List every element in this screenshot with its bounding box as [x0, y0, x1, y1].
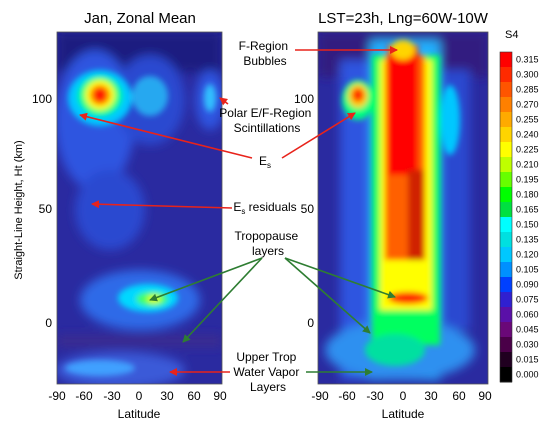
colorbar-tick-label: 0.060 [516, 310, 539, 320]
right-panel-title: LST=23h, Lng=60W-10W [318, 10, 489, 27]
colorbar-swatch [500, 112, 512, 128]
colorbar-tick-label: 0.105 [516, 265, 539, 275]
arrow-es-right [281, 112, 356, 159]
colorbar-swatch [500, 307, 512, 323]
left-x-tick: 60 [187, 389, 201, 403]
colorbar-tick-label: 0.075 [516, 295, 539, 305]
colorbar-tick-label: 0.195 [516, 175, 539, 185]
colorbar-swatch [500, 277, 512, 293]
left-y-ticks: 100 50 0 [32, 92, 52, 330]
colorbar-swatch [500, 322, 512, 338]
arrow-es-residuals [91, 200, 233, 209]
colorbar-tick-label: 0.015 [516, 355, 539, 365]
colorbar-tick-label: 0.285 [516, 85, 539, 95]
colorbar-swatch [500, 187, 512, 203]
colorbar-swatch [500, 292, 512, 308]
right-x-axis-label: Latitude [382, 407, 425, 421]
y-tick-0: 0 [45, 316, 52, 330]
left-panel-title: Jan, Zonal Mean [84, 10, 196, 27]
right-x-tick: -30 [366, 389, 384, 403]
right-x-tick: 30 [424, 389, 438, 403]
colorbar-swatch [500, 142, 512, 158]
left-x-tick: -30 [103, 389, 121, 403]
colorbar-swatch [500, 82, 512, 98]
colorbar-swatch [500, 172, 512, 188]
colorbar-tick-label: 0.210 [516, 160, 539, 170]
left-x-tick: 30 [160, 389, 174, 403]
right-x-tick: 90 [478, 389, 492, 403]
colorbar-swatch [500, 367, 512, 383]
y-tick-100: 100 [32, 92, 52, 106]
right-x-tick: -90 [311, 389, 329, 403]
arrow-tropo-right-lower [284, 257, 371, 334]
colorbar-tick-label: 0.255 [516, 115, 539, 125]
colorbar-tick-label: 0.150 [516, 220, 539, 230]
label-es: Es [259, 154, 271, 170]
colorbar-tick-label: 0.090 [516, 280, 539, 290]
colorbar-tick-label: 0.270 [516, 100, 539, 110]
colorbar-tick-label: 0.120 [516, 250, 539, 260]
colorbar-swatch [500, 67, 512, 83]
left-x-tick: 0 [136, 389, 143, 403]
colorbar-swatch [500, 352, 512, 368]
right-x-tick: 0 [400, 389, 407, 403]
label-tropopause: Tropopause layers [235, 229, 302, 258]
arrow-tropo-left-lower [182, 257, 263, 343]
colorbar-swatch [500, 127, 512, 143]
right-x-tick: 60 [452, 389, 466, 403]
colorbar-swatch [500, 337, 512, 353]
y-tick-50: 50 [39, 202, 53, 216]
left-heatmap [57, 32, 222, 384]
right-plot-frame [317, 31, 489, 385]
colorbar-tick-label: 0.135 [516, 235, 539, 245]
colorbar-swatch [500, 97, 512, 113]
colorbar-swatch [500, 232, 512, 248]
label-polar: Polar E/F-Region Scintillations [219, 106, 314, 135]
left-x-tick: -60 [75, 389, 93, 403]
arrow-es-left [79, 112, 253, 159]
colorbar: 0.315 0.300 0.285 0.270 0.255 0.240 0.225 0.210… [499, 51, 539, 383]
right-y-tick-50: 50 [301, 202, 315, 216]
colorbar-title: S4 [505, 29, 518, 41]
colorbar-tick-label: 0.240 [516, 130, 539, 140]
y-axis-label: Straight-Line Height, Ht (km) [13, 140, 25, 279]
colorbar-tick-label: 0.045 [516, 325, 539, 335]
right-x-tick: -60 [338, 389, 356, 403]
right-y-tick-100: 100 [294, 92, 314, 106]
colorbar-swatch [500, 262, 512, 278]
colorbar-tick-label: 0.225 [516, 145, 539, 155]
colorbar-swatch [500, 52, 512, 68]
colorbar-swatch [500, 157, 512, 173]
colorbar-swatch [500, 217, 512, 233]
left-x-tick: 90 [213, 389, 227, 403]
colorbar-tick-label: 0.030 [516, 340, 539, 350]
colorbar-frame [499, 51, 513, 383]
right-y-ticks: 100 50 0 [294, 92, 314, 330]
colorbar-swatch [500, 247, 512, 263]
arrow-tropo-right-upper [284, 257, 396, 299]
colorbar-tick-label: 0.165 [516, 205, 539, 215]
colorbar-tick-label: 0.315 [516, 55, 539, 65]
colorbar-swatch [500, 202, 512, 218]
label-es-residuals: Es residuals [233, 200, 296, 216]
arrow-tropo-left-upper [149, 257, 263, 302]
right-x-ticks: -90 -60 -30 0 30 60 90 [311, 389, 492, 403]
label-water-vapor: Upper Trop Water Vapor Layers [233, 350, 302, 394]
label-f-region: F-Region Bubbles [239, 39, 292, 68]
colorbar-tick-label: 0.300 [516, 70, 539, 80]
left-x-tick: -90 [48, 389, 66, 403]
right-heatmap [318, 32, 488, 384]
colorbar-tick-label: 0.180 [516, 190, 539, 200]
left-x-ticks: -90 -60 -30 0 30 60 90 [48, 389, 227, 403]
left-x-axis-label: Latitude [118, 407, 161, 421]
right-y-tick-0: 0 [307, 316, 314, 330]
arrow-polar-left [219, 97, 229, 106]
colorbar-tick-label: 0.000 [516, 370, 539, 380]
